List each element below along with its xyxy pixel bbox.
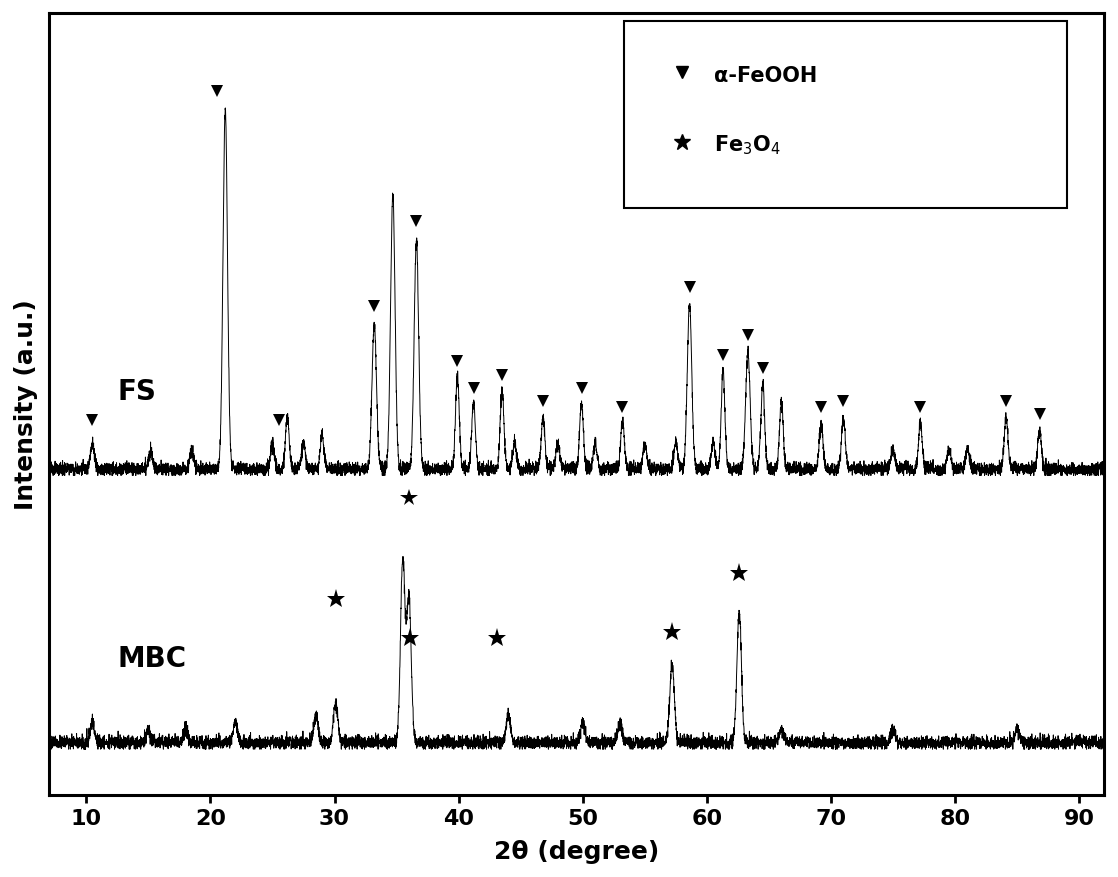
FancyBboxPatch shape bbox=[624, 22, 1068, 209]
X-axis label: 2θ (degree): 2θ (degree) bbox=[494, 839, 660, 863]
Text: Fe$_3$O$_4$: Fe$_3$O$_4$ bbox=[713, 133, 780, 157]
Text: MBC: MBC bbox=[117, 645, 187, 672]
Y-axis label: Intensity (a.u.): Intensity (a.u.) bbox=[13, 299, 38, 510]
Text: FS: FS bbox=[117, 377, 157, 405]
Text: α-FeOOH: α-FeOOH bbox=[713, 67, 817, 86]
